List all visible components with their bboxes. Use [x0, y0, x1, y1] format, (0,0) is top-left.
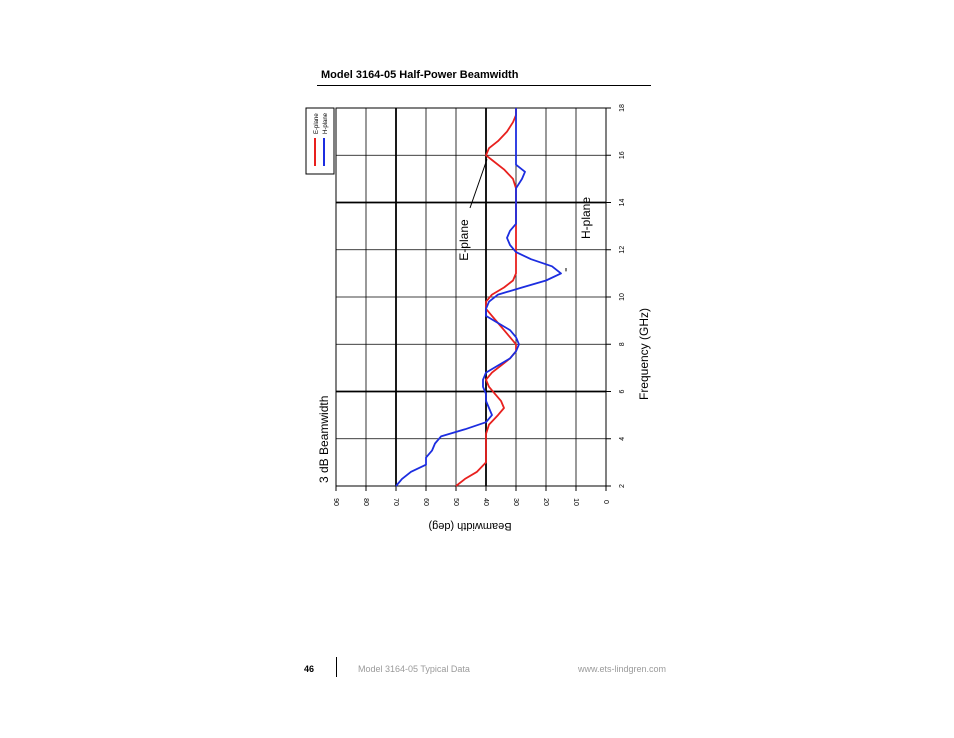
bw-tick-label: 50 [452, 498, 459, 506]
bw-tick-label: 90 [332, 498, 339, 506]
bw-tick-label: 30 [512, 498, 519, 506]
legend-box [305, 107, 335, 175]
annotation-leader-e-plane [469, 159, 488, 209]
chart-axes [335, 107, 611, 491]
chart-series [395, 108, 562, 487]
plot-frame [335, 107, 607, 487]
legend-entry-e-plane: E-plane [314, 113, 320, 134]
bw-tick-label: 70 [392, 498, 399, 506]
annotation-h-plane: H-plane [579, 197, 593, 239]
bw-tick-label: 20 [542, 498, 549, 506]
chart-annotations: E-plane H-plane [457, 159, 593, 272]
freq-tick-label: 4 [619, 437, 626, 441]
bw-tick-label: 0 [602, 500, 609, 504]
footer-page-number: 46 [304, 664, 315, 674]
freq-tick-label: 8 [619, 342, 626, 346]
chart-legend: E-plane H-plane [305, 107, 335, 175]
footer-url: www.ets-lindgren.com [578, 664, 667, 674]
beamwidth-tick-labels: 90 80 70 60 50 40 30 20 10 0 [332, 498, 609, 506]
freq-tick-label: 6 [619, 389, 626, 393]
annotation-e-plane: E-plane [457, 219, 471, 261]
bw-tick-label: 80 [362, 498, 369, 506]
footer-divider [336, 657, 337, 677]
page-heading: Model 3164-05 Half-Power Beamwidth [321, 69, 519, 81]
freq-tick-label: 18 [619, 104, 626, 112]
footer-doc-title: Model 3164-05 Typical Data [358, 664, 470, 674]
freq-tick-label: 12 [619, 246, 626, 254]
series-line-e-plane [455, 108, 517, 487]
x-axis-label: Frequency (GHz) [637, 308, 651, 400]
freq-tick-label: 2 [619, 484, 626, 488]
series-line-h-plane [395, 108, 562, 487]
heading-rule [317, 85, 651, 86]
beamwidth-chart: 2 4 6 8 10 12 14 16 18 90 80 70 60 50 40 30 20 10 0 E-pla… [305, 104, 651, 532]
bw-tick-label: 10 [572, 498, 579, 506]
bw-tick-label: 60 [422, 498, 429, 506]
chart-grid [335, 107, 607, 487]
legend-entry-h-plane: H-plane [323, 112, 329, 134]
frequency-tick-labels: 2 4 6 8 10 12 14 16 18 [619, 104, 626, 488]
chart-title: 3 dB Beamwidth [317, 396, 331, 483]
freq-tick-label: 14 [619, 199, 626, 207]
bw-tick-label: 40 [482, 498, 489, 506]
freq-tick-label: 16 [619, 151, 626, 159]
y-axis-label: Beamwidth (deg) [428, 520, 511, 532]
freq-tick-label: 10 [619, 293, 626, 301]
